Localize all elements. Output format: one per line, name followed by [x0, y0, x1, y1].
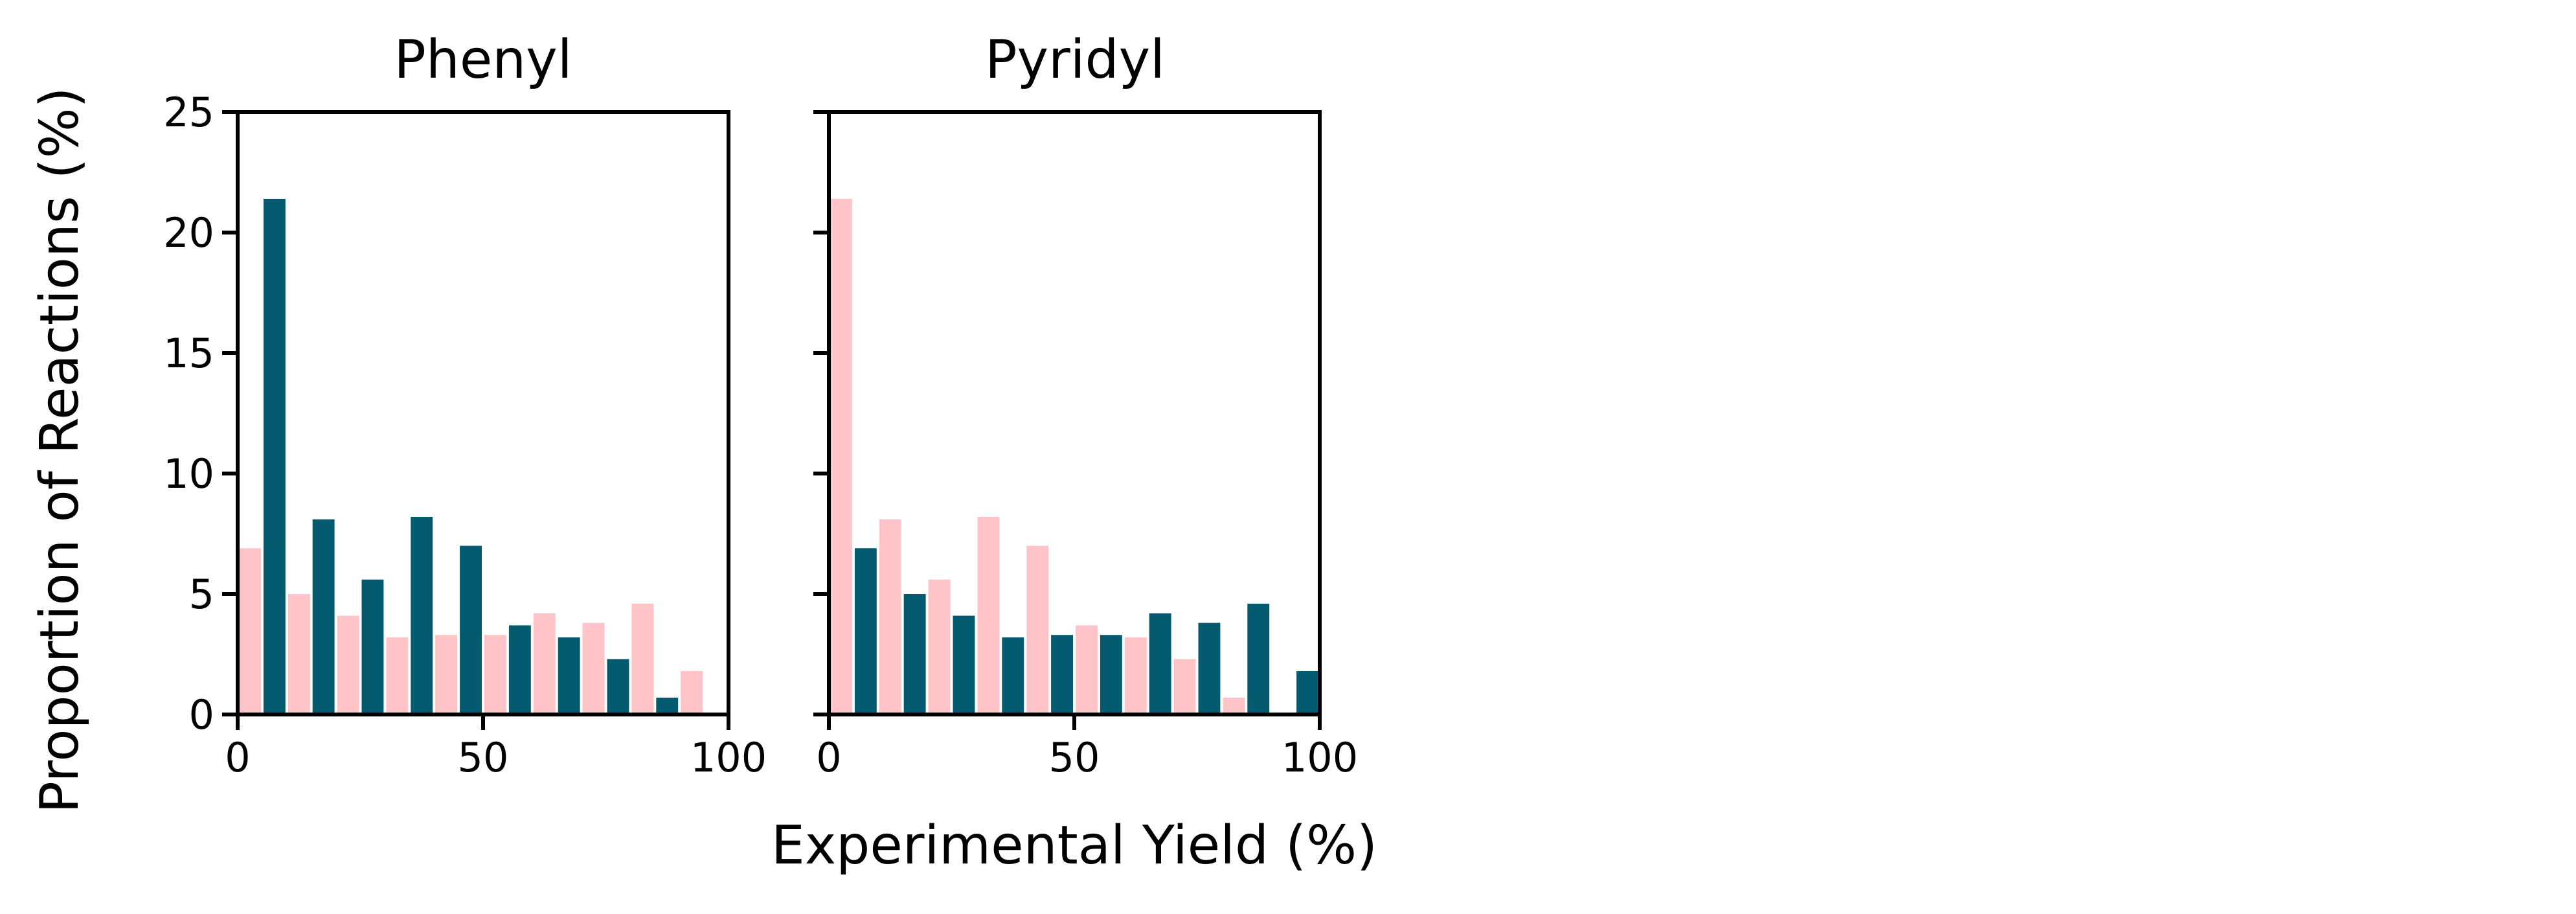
pyridyl-bar-s0-bin7	[1173, 659, 1196, 714]
phenyl-bar-s0-bin4	[435, 635, 458, 714]
pyridyl-bar-s1-bin5	[1100, 635, 1122, 714]
phenyl-bar-s0-bin0	[239, 548, 261, 714]
phenyl-bar-s1-bin6	[558, 637, 580, 714]
phenyl-xtick-label-0: 0	[225, 734, 250, 781]
phenyl-ytick-label-10: 10	[163, 450, 214, 497]
phenyl-bar-s0-bin3	[386, 637, 409, 714]
x-axis-label: Experimental Yield (%)	[771, 815, 1377, 876]
pyridyl-bar-s0-bin3	[977, 517, 1000, 714]
phenyl-bar-s1-bin8	[656, 698, 679, 714]
phenyl-bar-s1-bin2	[361, 579, 384, 714]
pyridyl-xtick-label-100: 100	[1282, 734, 1358, 781]
pyridyl-bar-s1-bin8	[1247, 603, 1270, 714]
phenyl-bar-s0-bin1	[288, 594, 310, 714]
phenyl-bar-s1-bin0	[263, 198, 286, 714]
phenyl-bar-s1-bin1	[312, 519, 335, 714]
pyridyl-bar-s1-bin4	[1051, 635, 1073, 714]
phenyl-bar-s0-bin2	[337, 615, 359, 714]
phenyl-bar-s1-bin3	[411, 517, 433, 714]
pyridyl-bar-s1-bin7	[1198, 623, 1221, 714]
phenyl-bar-s1-bin5	[508, 625, 531, 714]
pyridyl-plot-frame	[827, 110, 1322, 716]
phenyl-bar-s0-bin7	[582, 623, 605, 714]
phenyl-xtick-label-50: 50	[458, 734, 509, 781]
pyridyl-panel: Pyridyl 0 50 100	[813, 29, 1358, 781]
y-axis-label: Proportion of Reactions (%)	[29, 87, 91, 813]
phenyl-ytick-label-5: 5	[189, 571, 214, 618]
pyridyl-bar-s1-bin9	[1296, 671, 1318, 714]
phenyl-bar-s1-bin7	[607, 659, 629, 714]
phenyl-bars	[239, 198, 703, 714]
phenyl-ytick-label-20: 20	[163, 209, 214, 257]
pyridyl-bar-s1-bin2	[953, 615, 975, 714]
phenyl-bar-s0-bin8	[631, 603, 654, 714]
pyridyl-xtick-label-0: 0	[816, 734, 841, 781]
phenyl-bar-s0-bin9	[681, 671, 703, 714]
phenyl-bar-s1-bin4	[460, 545, 482, 714]
phenyl-ytick-label-0: 0	[189, 691, 214, 738]
pyridyl-ticks: 0 50 100	[813, 110, 1358, 781]
pyridyl-bar-s0-bin4	[1026, 545, 1049, 714]
pyridyl-xtick-label-50: 50	[1049, 734, 1100, 781]
pyridyl-bar-s1-bin3	[1002, 637, 1024, 714]
pyridyl-bar-s0-bin2	[928, 579, 951, 714]
phenyl-bar-s0-bin5	[484, 635, 506, 714]
pyridyl-bar-s0-bin5	[1076, 625, 1098, 714]
phenyl-title: Phenyl	[394, 29, 572, 91]
phenyl-bar-s0-bin6	[533, 613, 556, 714]
pyridyl-bar-s1-bin6	[1149, 613, 1171, 714]
pyridyl-bar-s0-bin0	[830, 198, 852, 714]
phenyl-panel: Phenyl 0 5 10 15 20 25 0 50 100	[163, 29, 767, 781]
phenyl-xtick-label-100: 100	[690, 734, 767, 781]
phenyl-ticks: 0 5 10 15 20 25 0 50 100	[163, 89, 767, 781]
pyridyl-bars	[830, 198, 1318, 714]
pyridyl-bar-s1-bin1	[903, 594, 926, 714]
phenyl-plot-frame	[236, 110, 730, 716]
pyridyl-bar-s0-bin8	[1223, 698, 1245, 714]
pyridyl-title: Pyridyl	[985, 29, 1165, 91]
pyridyl-bar-s0-bin6	[1124, 637, 1147, 714]
phenyl-ytick-label-25: 25	[163, 89, 214, 136]
pyridyl-bar-s0-bin1	[879, 519, 901, 714]
phenyl-ytick-label-15: 15	[163, 330, 214, 377]
pyridyl-bar-s1-bin0	[854, 548, 877, 714]
